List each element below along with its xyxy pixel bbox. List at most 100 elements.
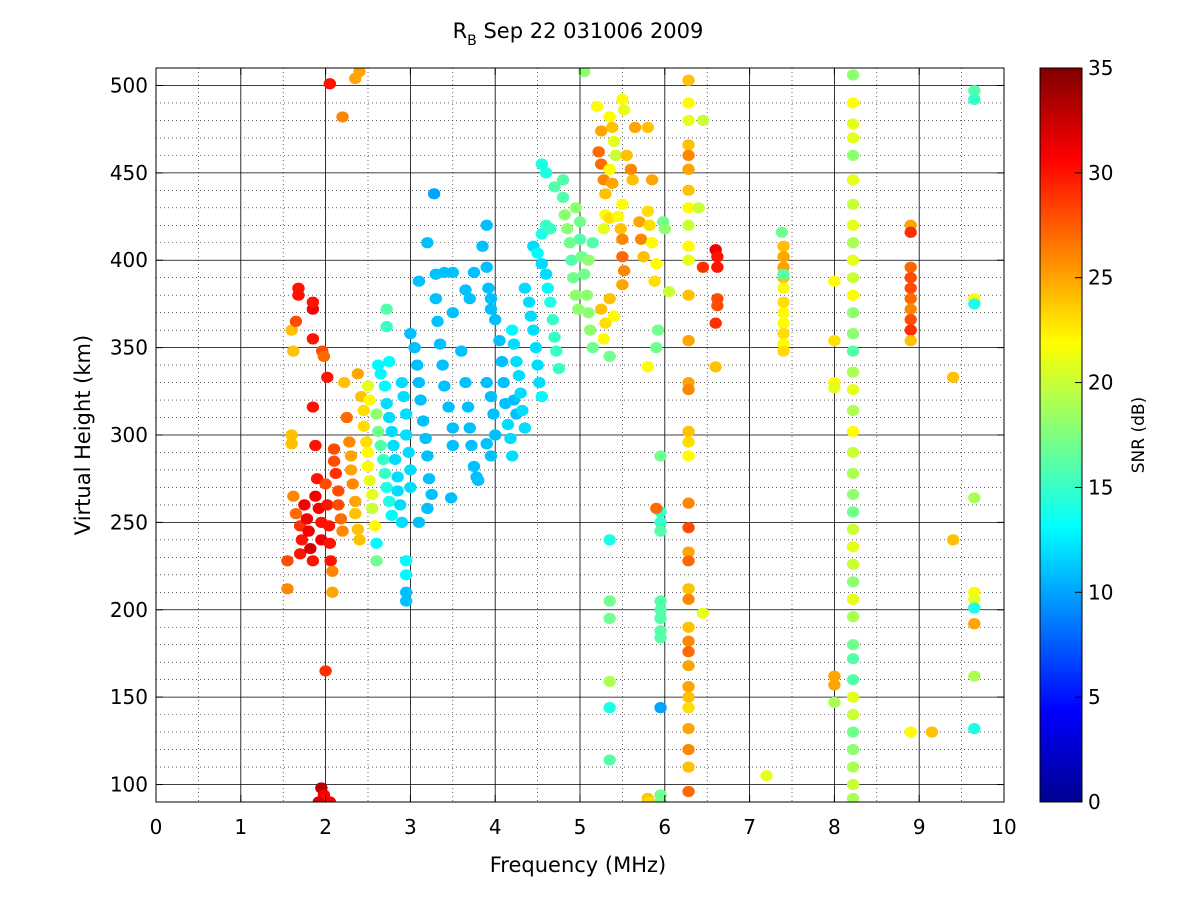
data-point — [388, 453, 402, 466]
data-point — [544, 296, 557, 308]
data-point — [682, 785, 695, 798]
data-point — [346, 478, 359, 490]
data-point — [317, 350, 331, 362]
data-point — [682, 555, 695, 567]
data-point — [846, 328, 860, 340]
data-point — [777, 317, 790, 329]
data-point — [493, 335, 506, 347]
colorbar-tick-label: 25 — [1088, 266, 1113, 290]
data-point — [573, 233, 587, 245]
data-point — [404, 328, 417, 340]
data-point — [682, 646, 695, 658]
data-point — [968, 723, 981, 735]
data-point — [946, 534, 960, 546]
data-point — [518, 282, 532, 294]
data-point — [527, 324, 540, 336]
data-point — [531, 359, 544, 371]
data-point — [828, 382, 841, 394]
x-tick-label: 2 — [319, 815, 332, 839]
data-point — [336, 525, 349, 537]
data-point — [634, 233, 648, 245]
y-axis-label: Virtual Height (km) — [71, 335, 95, 535]
data-point — [777, 268, 790, 280]
data-point — [459, 376, 472, 389]
data-point — [968, 492, 981, 504]
data-point — [968, 602, 981, 614]
data-point — [336, 111, 349, 123]
data-point — [616, 233, 629, 245]
data-point — [544, 223, 557, 235]
data-point — [535, 158, 549, 170]
data-point — [682, 97, 695, 109]
data-point — [569, 289, 582, 301]
data-point — [289, 508, 303, 520]
data-point — [461, 401, 475, 413]
data-point — [846, 611, 860, 623]
data-point — [344, 464, 358, 476]
data-point — [285, 438, 298, 450]
colorbar — [1039, 67, 1083, 803]
data-point — [777, 282, 790, 294]
data-point — [431, 315, 444, 328]
data-point — [327, 455, 341, 467]
data-point — [484, 303, 498, 315]
data-point — [344, 450, 358, 462]
data-point — [329, 467, 342, 480]
data-point — [476, 240, 489, 252]
data-point — [846, 254, 860, 266]
data-point — [410, 359, 424, 371]
data-point — [846, 691, 860, 703]
x-tick-label: 3 — [404, 815, 417, 839]
data-point — [904, 726, 917, 738]
data-point — [616, 93, 629, 106]
data-point — [495, 356, 509, 368]
x-tick-label: 1 — [234, 815, 247, 839]
data-point — [438, 266, 451, 279]
data-point — [846, 761, 860, 773]
data-point — [387, 439, 400, 452]
data-point — [465, 439, 478, 452]
data-point — [682, 335, 695, 347]
data-point — [472, 474, 485, 487]
data-point — [368, 520, 381, 532]
data-point — [682, 383, 695, 396]
data-point — [607, 135, 621, 147]
data-point — [353, 68, 366, 78]
data-point — [289, 315, 303, 328]
data-point — [295, 534, 309, 546]
data-point — [846, 558, 860, 570]
data-point — [709, 317, 722, 329]
data-point — [343, 436, 356, 448]
data-point — [682, 425, 695, 438]
data-point — [696, 607, 710, 619]
y-tick-label: 450 — [110, 161, 148, 185]
data-point — [380, 303, 393, 315]
data-point — [599, 188, 612, 200]
data-point — [370, 555, 383, 567]
data-point — [654, 604, 667, 616]
data-point — [391, 485, 404, 497]
data-point — [682, 184, 695, 196]
data-point — [427, 188, 441, 200]
data-point — [846, 272, 860, 284]
data-point — [556, 174, 570, 186]
data-point — [416, 415, 430, 427]
data-point — [292, 282, 305, 294]
data-point — [467, 266, 481, 279]
data-point — [682, 254, 695, 266]
data-point — [846, 383, 860, 396]
data-point — [595, 303, 608, 315]
data-point — [968, 618, 981, 630]
data-point — [404, 481, 417, 494]
data-point — [463, 422, 476, 434]
data-point — [846, 404, 860, 417]
data-point — [399, 408, 413, 420]
data-point — [399, 569, 413, 581]
data-point — [846, 792, 860, 802]
data-point — [846, 488, 860, 501]
data-point — [374, 439, 387, 452]
data-point — [597, 223, 610, 235]
data-point — [654, 450, 667, 462]
data-point — [846, 366, 860, 378]
x-tick-label: 10 — [991, 815, 1016, 839]
